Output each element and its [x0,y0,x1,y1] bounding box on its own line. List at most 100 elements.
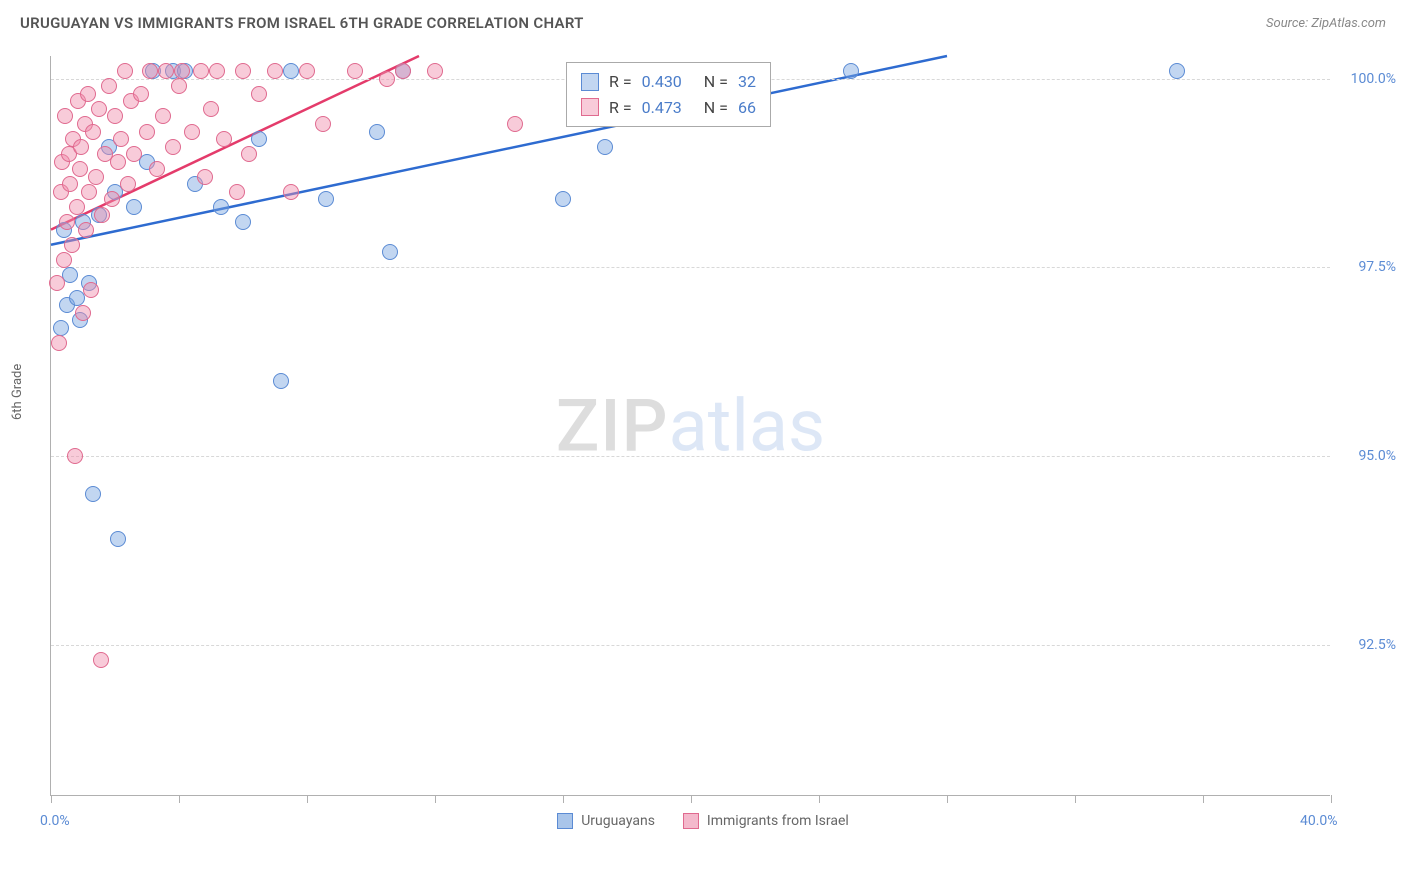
legend-swatch [683,813,699,829]
scatter-point [88,169,104,185]
scatter-point [75,305,91,321]
scatter-point [229,184,245,200]
scatter-point [94,207,110,223]
x-tick [435,795,436,803]
scatter-point [93,652,109,668]
scatter-point [51,335,67,351]
stat-row: R = 0.430 N = 32 [581,69,756,95]
stat-r-label: R = [609,69,632,95]
scatter-point [56,252,72,268]
scatter-point [379,71,395,87]
scatter-point [117,63,133,79]
scatter-point [57,108,73,124]
x-tick [819,795,820,803]
scatter-point [120,176,136,192]
stat-r-value: 0.473 [642,95,682,121]
scatter-point [382,244,398,260]
stat-swatch [581,98,599,116]
legend-label: Uruguayans [581,813,655,829]
x-tick [179,795,180,803]
scatter-point [507,116,523,132]
scatter-point [91,101,107,117]
grid-line [51,456,1330,457]
scatter-point [53,320,69,336]
correlation-stats-box: R = 0.430 N = 32 R = 0.473 N = 66 [566,62,771,127]
stat-swatch [581,73,599,91]
scatter-point [78,222,94,238]
scatter-point [235,214,251,230]
legend-item-israel: Immigrants from Israel [683,813,849,829]
scatter-point [193,63,209,79]
scatter-point [267,63,283,79]
scatter-point [273,373,289,389]
scatter-point [165,139,181,155]
scatter-point [347,63,363,79]
y-tick-label: 95.0% [1358,448,1396,464]
stat-n-label: N = [704,95,728,121]
scatter-point [213,199,229,215]
scatter-point [369,124,385,140]
scatter-point [155,108,171,124]
y-tick-label: 92.5% [1358,637,1396,653]
x-tick [563,795,564,803]
scatter-point [85,486,101,502]
trend-lines-layer [51,56,1330,795]
scatter-point [104,191,120,207]
x-tick [1331,795,1332,803]
stat-n-label: N = [704,69,728,95]
x-tick [307,795,308,803]
scatter-point [133,86,149,102]
scatter-point [67,448,83,464]
x-tick [947,795,948,803]
grid-line [51,645,1330,646]
x-tick [1075,795,1076,803]
scatter-point [318,191,334,207]
scatter-point [209,63,225,79]
x-tick [1203,795,1204,803]
scatter-point [203,101,219,117]
scatter-point [126,146,142,162]
scatter-point [72,161,88,177]
scatter-point [1169,63,1185,79]
scatter-point [283,184,299,200]
scatter-point [149,161,165,177]
x-tick [691,795,692,803]
scatter-point [158,63,174,79]
chart-header: URUGUAYAN VS IMMIGRANTS FROM ISRAEL 6TH … [0,0,1406,42]
scatter-point [843,63,859,79]
scatter-point [69,199,85,215]
scatter-point [110,154,126,170]
y-axis-title: 6th Grade [10,364,25,420]
scatter-point [251,131,267,147]
scatter-point [113,131,129,147]
scatter-point [597,139,613,155]
stat-r-value: 0.430 [642,69,682,95]
legend-item-uruguayans: Uruguayans [557,813,655,829]
scatter-point [299,63,315,79]
legend-bottom: Uruguayans Immigrants from Israel [0,813,1406,829]
chart-title: URUGUAYAN VS IMMIGRANTS FROM ISRAEL 6TH … [20,14,584,32]
scatter-point [69,290,85,306]
scatter-point [81,184,97,200]
scatter-point [171,78,187,94]
scatter-point [395,63,411,79]
scatter-point [101,78,117,94]
scatter-point [283,63,299,79]
stat-row: R = 0.473 N = 66 [581,95,756,121]
x-tick [51,795,52,803]
y-tick-label: 100.0% [1351,71,1396,87]
chart-source: Source: ZipAtlas.com [1266,16,1386,31]
scatter-point [235,63,251,79]
scatter-point [83,282,99,298]
scatter-point [184,124,200,140]
stat-n-value: 66 [738,95,756,121]
scatter-point [139,124,155,140]
scatter-point [62,176,78,192]
stat-r-label: R = [609,95,632,121]
scatter-point [73,139,89,155]
scatter-plot-area: ZIPatlas 100.0%97.5%95.0%92.5% [50,56,1330,796]
scatter-point [64,237,80,253]
scatter-point [315,116,331,132]
scatter-point [59,214,75,230]
stat-n-value: 32 [738,69,756,95]
